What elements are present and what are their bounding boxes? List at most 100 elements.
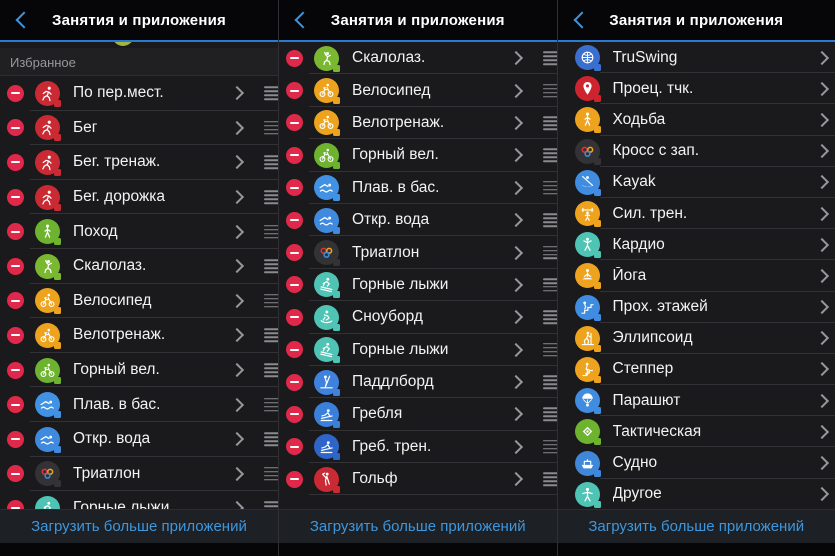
activity-row[interactable]: Степпер [557, 353, 835, 386]
remove-button[interactable] [7, 119, 24, 137]
drag-handle[interactable] [542, 148, 557, 163]
drag-handle[interactable] [542, 278, 557, 292]
drag-handle[interactable] [542, 180, 557, 195]
remove-button[interactable] [7, 223, 24, 241]
drag-handle[interactable] [264, 467, 278, 481]
drag-handle[interactable] [264, 397, 278, 412]
remove-button[interactable] [286, 179, 303, 197]
drag-handle[interactable] [542, 310, 557, 325]
activity-row[interactable]: Велосипед [279, 74, 557, 108]
remove-button[interactable] [286, 276, 303, 294]
activity-row[interactable]: Горные лыжи [279, 268, 557, 302]
remove-button[interactable] [286, 341, 303, 359]
drag-handle[interactable] [264, 259, 278, 274]
remove-button[interactable] [7, 396, 24, 414]
activity-row[interactable]: Горный вел. [279, 139, 557, 172]
activity-row[interactable]: Тактическая [557, 416, 835, 448]
activity-row[interactable]: Сноуборд [279, 301, 557, 334]
drag-handle[interactable] [264, 224, 278, 239]
drag-handle[interactable] [542, 51, 557, 65]
remove-button[interactable] [286, 308, 303, 326]
activity-row[interactable]: Паддлборд [279, 365, 557, 399]
activity-row[interactable]: Судно [557, 447, 835, 479]
activity-row[interactable]: TruSwing [557, 42, 835, 74]
activity-row[interactable]: Велосипед [0, 283, 278, 319]
activity-row[interactable]: Ходьба [557, 104, 835, 136]
activity-row[interactable]: Горный вел. [0, 352, 278, 388]
activity-row[interactable]: Скалолаз. [279, 42, 557, 75]
remove-button[interactable] [7, 465, 24, 483]
activity-row[interactable]: Греб. трен. [279, 430, 557, 464]
drag-handle[interactable] [264, 190, 278, 204]
remove-button[interactable] [7, 430, 24, 448]
remove-button[interactable] [286, 244, 303, 262]
activity-row[interactable]: По пер.мест. [0, 76, 278, 111]
drag-handle[interactable] [542, 472, 557, 487]
remove-button[interactable] [7, 326, 24, 344]
activity-row[interactable]: Гольф [279, 463, 557, 496]
remove-button[interactable] [286, 438, 303, 456]
activity-row[interactable]: Эллипсоид [557, 322, 835, 355]
activity-row[interactable]: Прох. этажей [557, 291, 835, 323]
drag-handle[interactable] [542, 245, 557, 260]
activity-row[interactable]: Поход [0, 214, 278, 249]
drag-handle[interactable] [264, 86, 278, 101]
activity-row[interactable]: Kayak [557, 166, 835, 199]
activity-row[interactable]: Горные лыжи [0, 491, 278, 509]
drag-handle[interactable] [542, 83, 557, 98]
activity-row[interactable]: Бег [0, 110, 278, 146]
drag-handle[interactable] [542, 342, 557, 357]
load-more-apps-link[interactable]: Загрузить больше приложений [309, 518, 526, 535]
back-button[interactable] [10, 8, 34, 32]
remove-button[interactable] [286, 470, 303, 488]
activity-row[interactable]: Откр. вода [279, 203, 557, 237]
activity-row[interactable]: Триатлон [279, 236, 557, 270]
drag-handle[interactable] [264, 294, 278, 308]
drag-handle[interactable] [264, 328, 278, 343]
activity-row[interactable]: Плав. в бас. [279, 171, 557, 205]
remove-button[interactable] [7, 188, 24, 206]
activity-row[interactable]: Скалолаз. [0, 248, 278, 284]
activity-row[interactable]: Плав. в бас. [0, 387, 278, 422]
remove-button[interactable] [286, 211, 303, 229]
activity-row[interactable]: Велотренаж. [0, 318, 278, 353]
activity-row[interactable]: Триатлон [0, 456, 278, 492]
drag-handle[interactable] [264, 432, 278, 447]
activity-row[interactable]: Парашют [557, 385, 835, 417]
activity-row[interactable]: Горные лыжи [279, 333, 557, 367]
drag-handle[interactable] [542, 407, 557, 422]
remove-button[interactable] [7, 153, 24, 171]
remove-button[interactable] [286, 49, 303, 67]
drag-handle[interactable] [542, 116, 557, 130]
remove-button[interactable] [7, 499, 24, 509]
drag-handle[interactable] [542, 375, 557, 389]
remove-button[interactable] [286, 82, 303, 100]
remove-button[interactable] [286, 114, 303, 132]
remove-button[interactable] [7, 84, 24, 102]
activity-row[interactable]: Проец. тчк. [557, 73, 835, 105]
drag-handle[interactable] [542, 213, 557, 227]
activity-row[interactable]: Сил. трен. [557, 197, 835, 230]
load-more-apps-link[interactable]: Загрузить больше приложений [31, 518, 247, 535]
drag-handle[interactable] [264, 155, 278, 170]
remove-button[interactable] [7, 257, 24, 275]
back-button[interactable] [289, 8, 313, 32]
remove-button[interactable] [286, 405, 303, 423]
remove-button[interactable] [7, 361, 24, 379]
activity-row[interactable]: Кросс с зап. [557, 135, 835, 167]
activity-row[interactable]: Велотренаж. [279, 106, 557, 140]
remove-button[interactable] [286, 373, 303, 391]
drag-handle[interactable] [264, 363, 278, 377]
activity-row[interactable]: Йога [557, 260, 835, 292]
activity-row[interactable]: Бег. дорожка [0, 179, 278, 215]
activity-row[interactable]: Бег. тренаж. [0, 145, 278, 180]
activity-row[interactable]: Кардио [557, 229, 835, 261]
back-button[interactable] [568, 8, 592, 32]
activity-row[interactable]: Другое [557, 478, 835, 509]
drag-handle[interactable] [264, 501, 278, 509]
remove-button[interactable] [7, 292, 24, 310]
drag-handle[interactable] [542, 440, 557, 454]
remove-button[interactable] [286, 146, 303, 164]
drag-handle[interactable] [264, 121, 278, 135]
load-more-apps-link[interactable]: Загрузить больше приложений [588, 518, 805, 535]
